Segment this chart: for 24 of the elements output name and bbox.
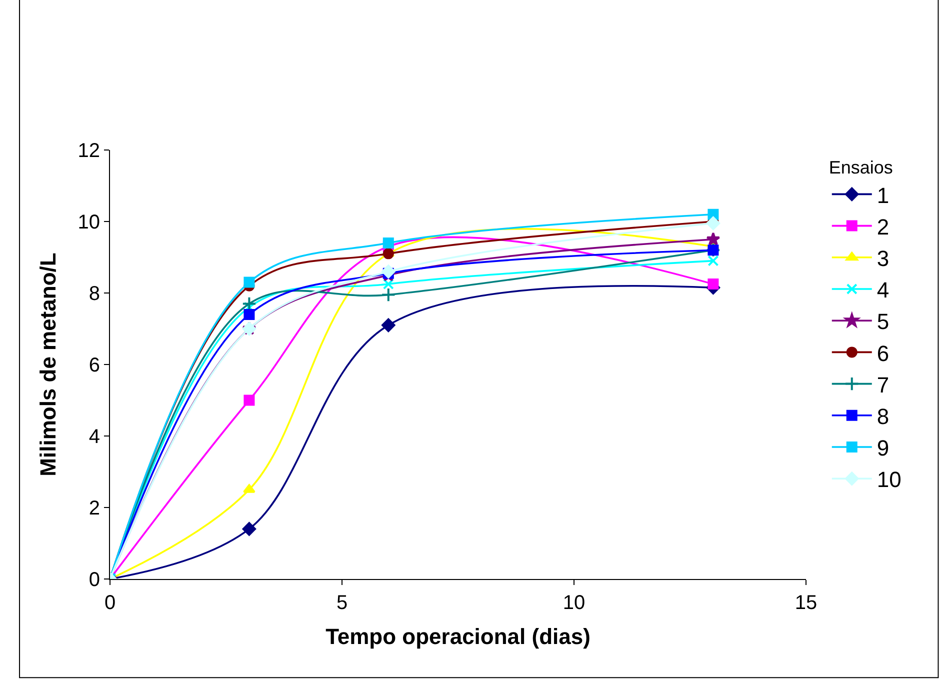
x-tick-label: 10: [562, 592, 586, 614]
legend-title: Ensaios: [828, 157, 893, 178]
legend-label: 2: [876, 214, 890, 240]
y-axis-title: Milimols de metano/L: [36, 252, 61, 476]
y-tick-label: 8: [88, 283, 100, 305]
y-tick-label: 12: [78, 140, 100, 162]
legend-label: 5: [876, 309, 890, 334]
legend-label: 7: [876, 372, 890, 398]
y-tick-label: 0: [88, 569, 100, 591]
y-tick-label: 2: [88, 498, 100, 520]
legend-label: 10: [876, 467, 902, 492]
legend-label: 4: [876, 278, 890, 303]
x-axis-title: Tempo operacional (dias): [326, 624, 590, 649]
x-tick-label: 5: [336, 592, 348, 614]
y-tick-label: 10: [78, 212, 100, 234]
y-tick-label: 4: [88, 426, 100, 448]
legend-label: 6: [876, 340, 890, 366]
y-tick-label: 6: [88, 354, 100, 376]
legend-label: 3: [876, 246, 890, 271]
legend-label: 1: [876, 182, 890, 208]
x-tick-label: 0: [104, 592, 116, 614]
x-tick-label: 15: [794, 592, 818, 614]
legend-label: 8: [876, 404, 890, 429]
legend-label: 9: [876, 436, 890, 461]
